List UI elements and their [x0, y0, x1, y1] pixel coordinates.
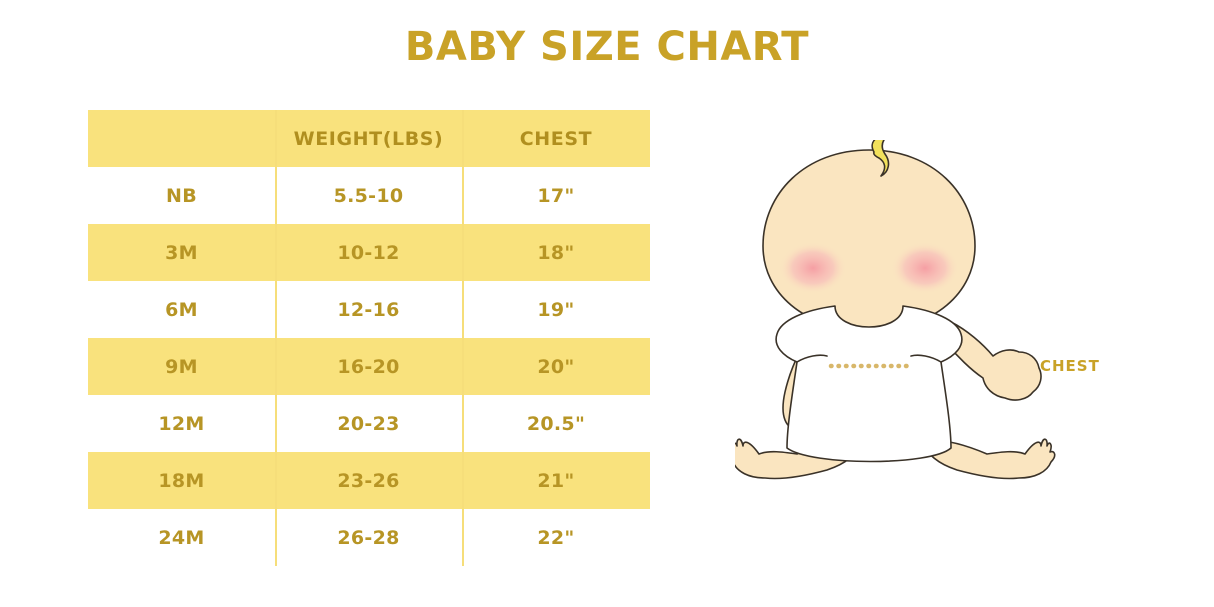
baby-head: [762, 149, 976, 331]
cell-chest: 19": [462, 281, 650, 338]
cell-weight: 23-26: [275, 452, 462, 509]
cell-size: 3M: [88, 224, 275, 281]
table-row: 3M 10-12 18": [88, 224, 650, 281]
column-divider-1: [275, 110, 277, 566]
baby-illustration: [735, 140, 1075, 490]
cell-size: 18M: [88, 452, 275, 509]
table-row: 12M 20-23 20.5": [88, 395, 650, 452]
size-chart-table: WEIGHT(LBS) CHEST NB 5.5-10 17" 3M 10-12…: [88, 110, 650, 566]
table-header-row: WEIGHT(LBS) CHEST: [88, 110, 650, 167]
cell-size: 6M: [88, 281, 275, 338]
cell-weight: 5.5-10: [275, 167, 462, 224]
cell-size: 12M: [88, 395, 275, 452]
cell-size: 9M: [88, 338, 275, 395]
column-divider-2: [462, 110, 464, 566]
table-row: 6M 12-16 19": [88, 281, 650, 338]
cell-chest: 20": [462, 338, 650, 395]
page-title: BABY SIZE CHART: [404, 24, 810, 70]
baby-right-leg: [924, 438, 1056, 480]
chest-measure-label: CHEST: [1040, 357, 1100, 375]
header-weight: WEIGHT(LBS): [275, 110, 462, 167]
cell-weight: 12-16: [275, 281, 462, 338]
cell-size: NB: [88, 167, 275, 224]
cell-weight: 16-20: [275, 338, 462, 395]
cell-chest: 17": [462, 167, 650, 224]
cell-weight: 26-28: [275, 509, 462, 566]
baby-onesie: [775, 305, 963, 463]
cell-chest: 21": [462, 452, 650, 509]
cell-chest: 20.5": [462, 395, 650, 452]
baby-left-cheek: [779, 242, 847, 294]
table-row: NB 5.5-10 17": [88, 167, 650, 224]
cell-chest: 22": [462, 509, 650, 566]
table-row: 18M 23-26 21": [88, 452, 650, 509]
baby-right-arm-fist: [946, 321, 1042, 401]
baby-hair-curl-icon: [871, 140, 890, 177]
baby-left-sleeve-seam: [796, 354, 828, 363]
cell-chest: 18": [462, 224, 650, 281]
baby-right-sleeve-seam: [910, 354, 942, 363]
header-size: [88, 110, 275, 167]
cell-size: 24M: [88, 509, 275, 566]
baby-right-cheek: [891, 242, 959, 294]
sitting-baby-icon: [735, 140, 1056, 480]
cell-weight: 10-12: [275, 224, 462, 281]
table-row: 9M 16-20 20": [88, 338, 650, 395]
header-chest: CHEST: [462, 110, 650, 167]
table-row: 24M 26-28 22": [88, 509, 650, 566]
cell-weight: 20-23: [275, 395, 462, 452]
